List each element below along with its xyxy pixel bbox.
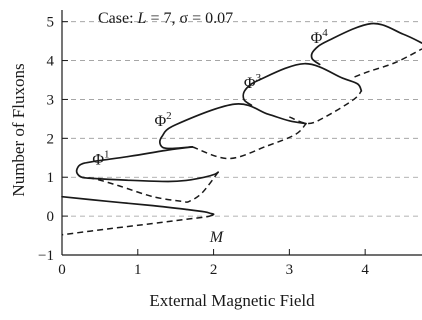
y-tick-label: 5 (47, 15, 55, 31)
curve-label-phi1: Φ1 (92, 148, 109, 168)
x-tick-label: 0 (58, 262, 66, 278)
y-tick-label: 3 (47, 92, 55, 108)
x-tick-label: 2 (210, 262, 218, 278)
grid-lines (62, 21, 422, 217)
curve-label-m: M (209, 229, 225, 246)
branch-phi3-stable (242, 62, 363, 107)
branch-phi2-stable (159, 103, 307, 150)
curves (61, 22, 422, 236)
y-axis-title: Number of Fluxons (9, 63, 28, 196)
branch-phi4-unstable (354, 48, 422, 78)
y-tick-label: 1 (47, 170, 55, 186)
branch-phi4-stable (310, 22, 422, 66)
branch-phi1-unstable (81, 171, 219, 203)
y-tick-label: 2 (47, 131, 55, 147)
x-axis-title: External Magnetic Field (149, 291, 315, 310)
x-tick-label: 1 (134, 262, 142, 278)
axes (61, 10, 422, 256)
y-tick-label: 0 (47, 209, 55, 225)
curve-label-phi4: Φ4 (311, 27, 329, 47)
y-tick-label: 4 (47, 54, 55, 70)
curve-label-phi2: Φ2 (154, 110, 171, 130)
branch-phi3-unstable (289, 90, 362, 125)
curve-label-phi3: Φ3 (244, 72, 262, 92)
branch-phi2-unstable (192, 123, 307, 160)
x-tick-label: 4 (361, 262, 369, 278)
branch-m-unstable (61, 214, 213, 236)
y-tick-label: −1 (38, 248, 54, 264)
case-label: Case: L = 7, σ = 0.07 (98, 10, 233, 27)
x-tick-label: 3 (286, 262, 294, 278)
branch-m-stable (61, 195, 215, 217)
curve-labels: M Φ1 Φ2 Φ3 Φ4 (92, 27, 328, 246)
